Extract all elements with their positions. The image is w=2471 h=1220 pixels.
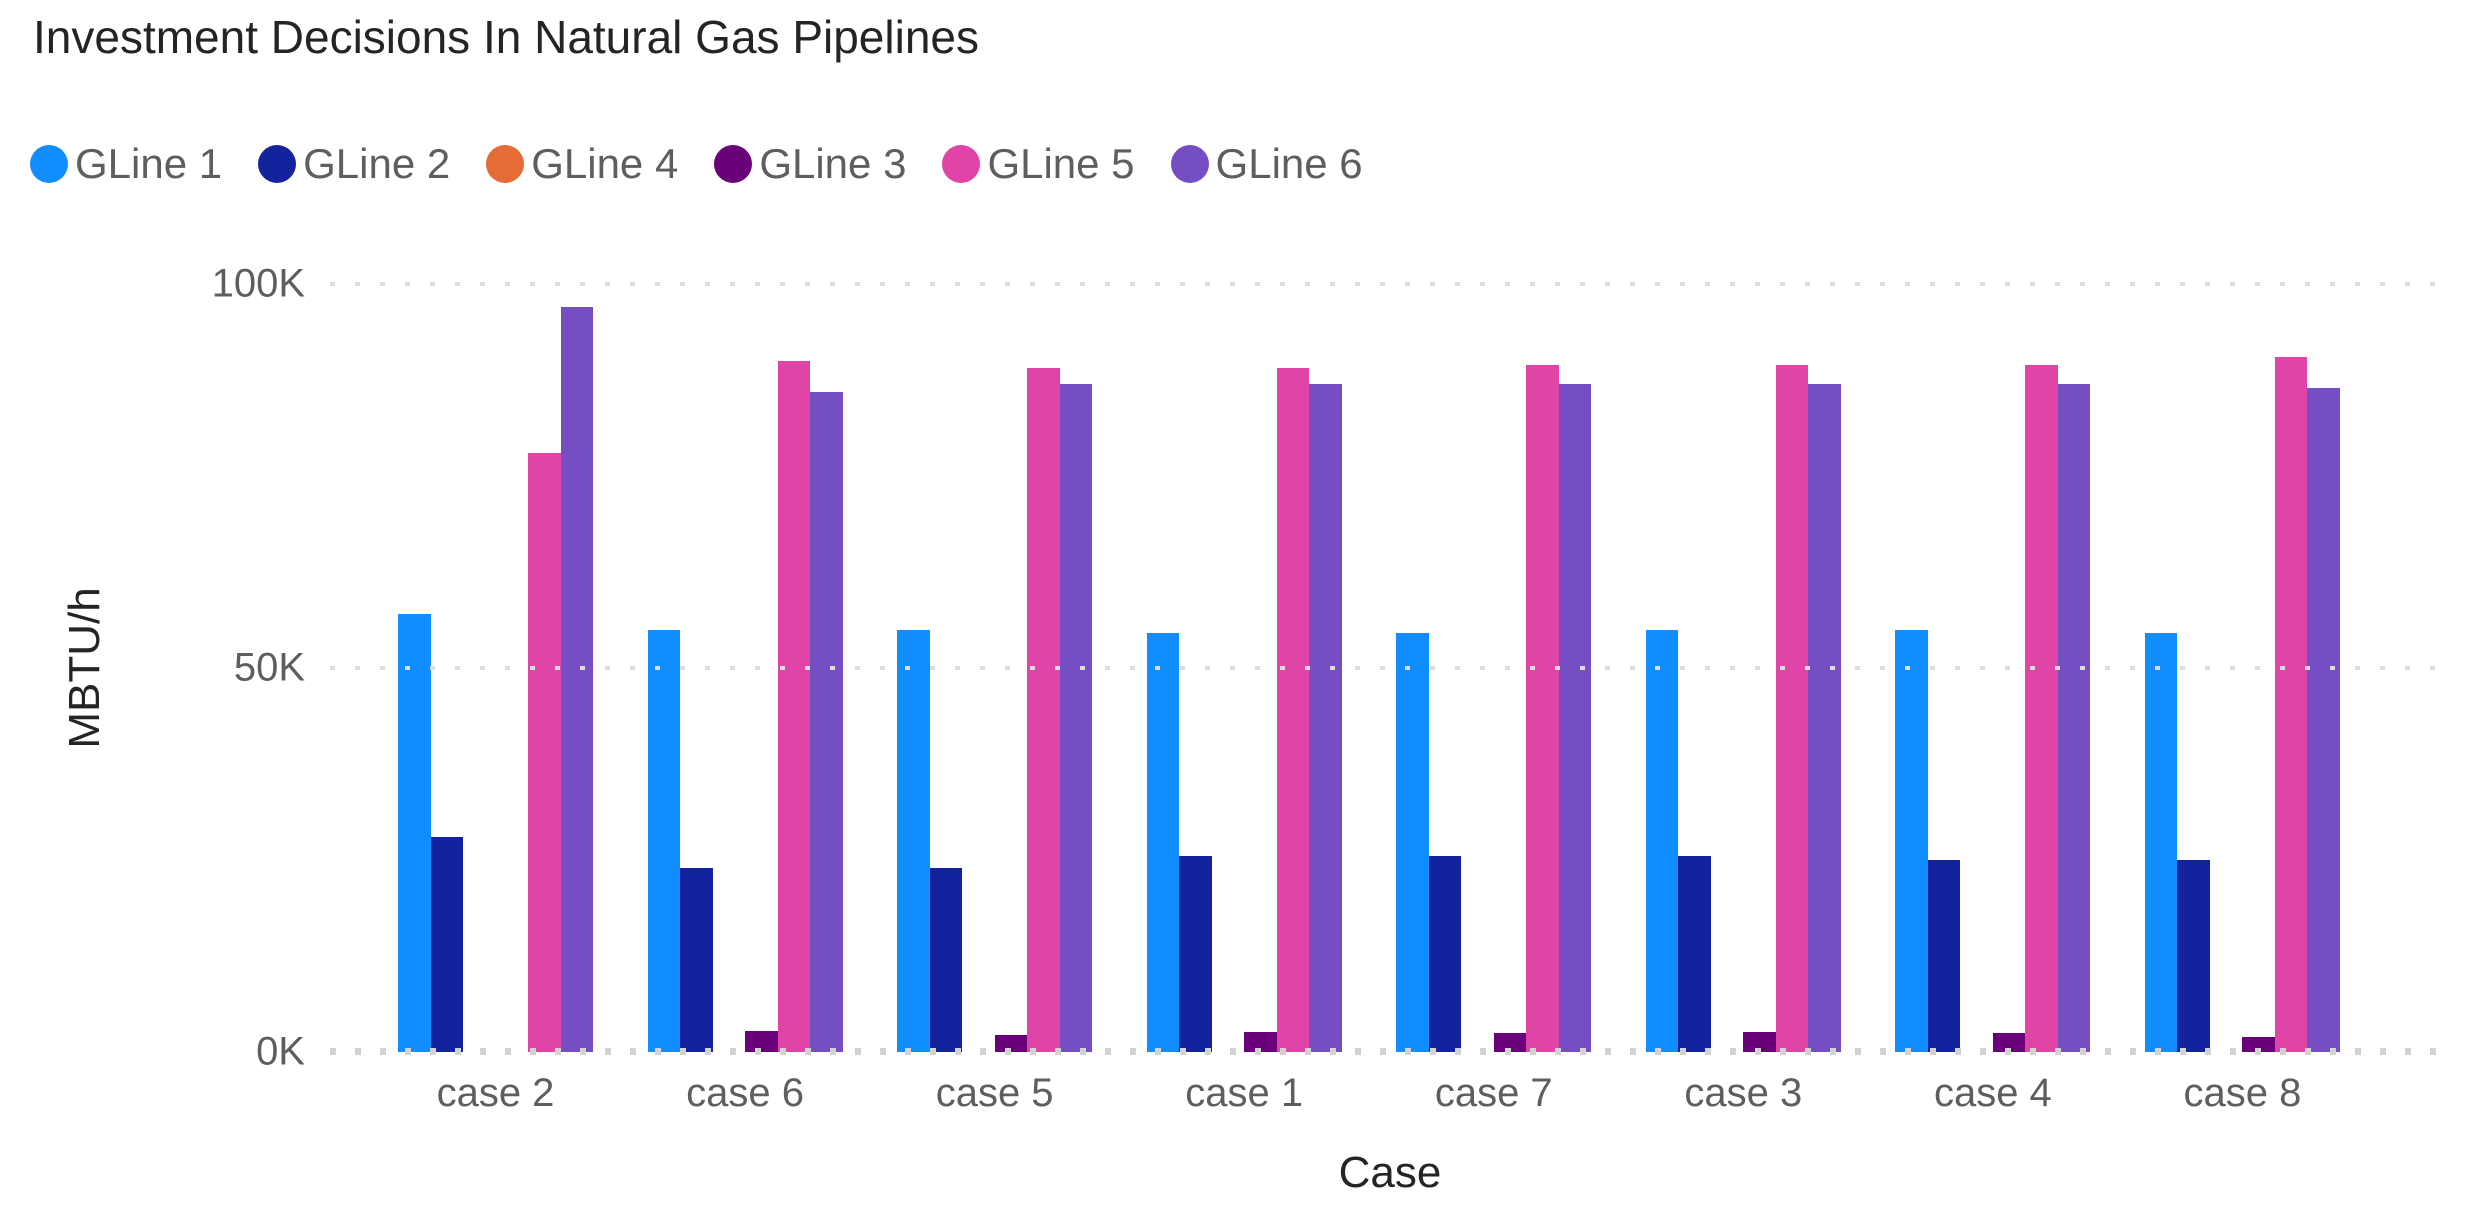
bar-group-case-6: case 6 [647, 284, 843, 1115]
bar-gline-1-case-3[interactable] [1645, 629, 1679, 1052]
bar-gline-2-case-4[interactable] [1927, 860, 1961, 1052]
bar-gline-3-case-6[interactable] [745, 1030, 778, 1052]
legend-label: GLine 6 [1215, 140, 1363, 187]
plot-area: case 2 case 6 case 5 case 1 case 7 case 3 case… [330, 282, 2450, 1115]
bar-gline-1-case-7[interactable] [1396, 633, 1429, 1052]
bar-gline-2-case-3[interactable] [1678, 856, 1711, 1052]
bar-gline-2-case-1[interactable] [1179, 856, 1212, 1052]
legend-item-gline-2[interactable]: GLine 2 [258, 140, 450, 188]
bar-gline-3-case-1[interactable] [1244, 1032, 1277, 1052]
legend-dot-icon [30, 145, 68, 183]
bar-gline-3-case-4[interactable] [1992, 1032, 2026, 1052]
legend-dot-icon [942, 145, 981, 183]
y-tick-label-0k: 0K [256, 1029, 305, 1074]
legend-item-gline-1[interactable]: GLine 1 [30, 140, 222, 188]
bar-gline-1-case-5[interactable] [897, 629, 930, 1052]
x-tick-label-case-4: case 4 [1933, 1071, 2052, 1115]
legend: GLine 1 GLine 2 GLine 4 GLine 3 GLine 5 GLine… [30, 140, 1363, 188]
bar-gline-6-case-7[interactable] [1558, 383, 1592, 1052]
bar-group-case-4: case 4 [1895, 284, 2091, 1115]
legend-dot-icon [258, 145, 297, 183]
bar-gline-6-case-6[interactable] [810, 391, 843, 1052]
legend-item-gline-6[interactable]: GLine 6 [1170, 140, 1363, 188]
legend-label: GLine 5 [987, 140, 1135, 187]
bar-gline-2-case-5[interactable] [929, 867, 963, 1052]
bar-gline-5-case-3[interactable] [1775, 364, 1809, 1052]
bar-gline-5-case-4[interactable] [2025, 364, 2058, 1052]
bar-gline-3-case-7[interactable] [1493, 1032, 1527, 1052]
y-axis-tick-labels: 0K 50K 100K [100, 262, 305, 1074]
x-axis-title: Case [1338, 1148, 1442, 1197]
gridline-100k [330, 282, 2450, 286]
bar-gline-5-case-5[interactable] [1027, 368, 1060, 1052]
bar-gline-2-case-2[interactable] [430, 836, 463, 1052]
chart-title: Investment Decisions In Natural Gas Pipe… [33, 11, 979, 63]
bar-gline-6-case-8[interactable] [2307, 387, 2340, 1052]
x-tick-label-case-2: case 2 [436, 1071, 555, 1115]
bar-gline-6-case-2[interactable] [560, 307, 593, 1052]
bar-gline-5-case-2[interactable] [528, 452, 561, 1052]
bar-gline-6-case-3[interactable] [1808, 383, 1841, 1052]
bar-groups: case 2 case 6 case 5 case 1 case 7 case 3 case… [330, 284, 2450, 1115]
legend-dot-icon [1170, 145, 1209, 183]
gridline-50k [330, 666, 2450, 670]
bar-group-case-3: case 3 [1645, 284, 1841, 1115]
bar-group-case-7: case 7 [1396, 284, 1592, 1115]
bar-gline-6-case-5[interactable] [1059, 383, 1093, 1052]
x-tick-label-case-7: case 7 [1434, 1071, 1553, 1115]
bar-gline-3-case-3[interactable] [1743, 1032, 1776, 1052]
legend-label: GLine 1 [75, 140, 223, 187]
bar-gline-1-case-1[interactable] [1146, 633, 1180, 1052]
bar-gline-1-case-2[interactable] [398, 614, 431, 1052]
x-tick-label-case-5: case 5 [935, 1071, 1054, 1115]
legend-item-gline-3[interactable]: GLine 3 [714, 140, 906, 188]
y-tick-label-50k: 50K [233, 645, 305, 690]
bar-gline-6-case-4[interactable] [2057, 383, 2091, 1052]
bar-gline-2-case-6[interactable] [680, 867, 713, 1052]
x-tick-label-case-6: case 6 [686, 1071, 804, 1115]
bar-gline-5-case-6[interactable] [777, 360, 811, 1052]
bar-gline-1-case-4[interactable] [1895, 629, 1928, 1052]
bar-gline-1-case-6[interactable] [647, 629, 681, 1052]
x-tick-label-case-8: case 8 [2183, 1071, 2302, 1115]
bar-gline-2-case-7[interactable] [1428, 856, 1462, 1052]
legend-label: GLine 2 [303, 140, 451, 187]
bar-gline-6-case-1[interactable] [1309, 383, 1342, 1052]
legend-item-gline-5[interactable]: GLine 5 [942, 140, 1135, 188]
bar-group-case-2: case 2 [398, 284, 593, 1115]
bar-gline-5-case-8[interactable] [2274, 356, 2308, 1052]
bar-group-case-1: case 1 [1146, 284, 1342, 1115]
bar-gline-3-case-5[interactable] [994, 1035, 1028, 1052]
legend-label: GLine 3 [759, 140, 907, 187]
x-tick-label-case-3: case 3 [1684, 1071, 1803, 1115]
legend-dot-icon [486, 145, 525, 183]
legend-label: GLine 4 [531, 140, 679, 187]
bar-group-case-8: case 8 [2144, 284, 2340, 1115]
bar-gline-2-case-8[interactable] [2177, 860, 2210, 1052]
bar-gline-5-case-7[interactable] [1526, 364, 1559, 1052]
legend-dot-icon [714, 145, 753, 183]
y-tick-label-100k: 100K [211, 261, 305, 306]
bar-gline-1-case-8[interactable] [2144, 633, 2178, 1052]
bar-group-case-5: case 5 [897, 284, 1093, 1115]
x-tick-label-case-1: case 1 [1185, 1071, 1304, 1115]
legend-item-gline-4[interactable]: GLine 4 [486, 140, 678, 188]
bar-gline-5-case-1[interactable] [1276, 368, 1310, 1052]
gridline-0k [330, 1048, 2450, 1055]
